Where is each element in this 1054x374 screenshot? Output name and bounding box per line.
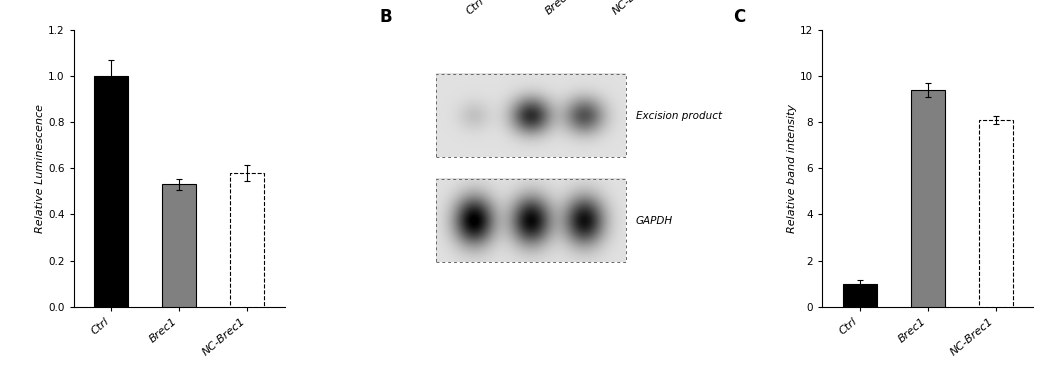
Bar [978,120,1013,307]
Bar [842,283,877,307]
Y-axis label: Relative band intensity: Relative band intensity [787,104,797,233]
Text: Excision product: Excision product [636,111,722,121]
Text: GAPDH: GAPDH [636,216,672,226]
Text: B: B [379,8,392,26]
Bar [162,184,196,307]
Bar [230,173,265,307]
Text: NC-Brec1: NC-Brec1 [610,0,657,16]
Y-axis label: Relative Luminescence: Relative Luminescence [36,104,45,233]
Text: Brec1: Brec1 [544,0,575,16]
Text: Ctrl: Ctrl [465,0,487,16]
Bar [911,90,944,307]
Text: C: C [734,8,746,26]
Bar [94,76,129,307]
